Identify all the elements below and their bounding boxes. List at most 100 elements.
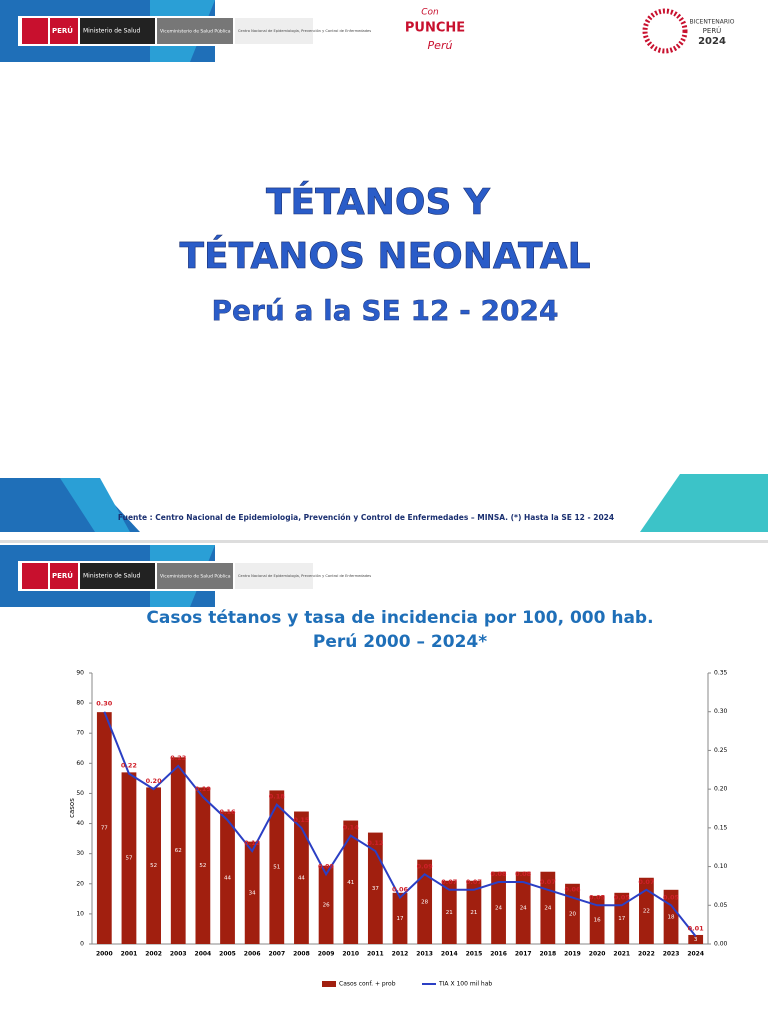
separator — [0, 540, 768, 543]
chart-subtitle: Perú 2000 – 2024* — [313, 632, 487, 652]
bar-label: 26 — [323, 902, 330, 908]
x-tick-label: 2016 — [490, 951, 507, 958]
x-tick-label: 2010 — [342, 951, 359, 958]
point-label: 0.08 — [491, 870, 508, 878]
bar-label: 20 — [569, 911, 576, 917]
y2-tick-label: 0.20 — [714, 786, 728, 793]
legend-label: Casos conf. + prob — [339, 981, 396, 988]
y-tick-label: 80 — [76, 700, 84, 707]
bar — [417, 859, 433, 944]
x-tick-label: 2011 — [367, 951, 384, 958]
point-label: 0.30 — [96, 700, 113, 708]
bar-label: 24 — [520, 905, 527, 911]
bicentenario: BICENTENARIO — [689, 19, 734, 26]
bar — [121, 772, 137, 944]
logo-box — [80, 18, 155, 44]
y-tick-label: 60 — [76, 760, 84, 767]
logo-text: Ministerio de Salud — [83, 28, 141, 35]
bar — [343, 820, 359, 944]
logo-text: Centro Nacional de Epidemiología, Preven… — [238, 574, 371, 578]
line — [103, 711, 697, 937]
bar — [540, 871, 556, 944]
bar — [515, 871, 531, 944]
bar — [318, 865, 334, 944]
bicentenario: PERÚ — [703, 26, 722, 35]
point-label: 0.15 — [293, 816, 310, 824]
x-tick-label: 2022 — [638, 951, 655, 958]
point-label: 0.05 — [663, 893, 680, 901]
x-tick-label: 2024 — [687, 951, 704, 958]
y2-tick-label: 0.15 — [714, 824, 728, 831]
logo-peru-box — [50, 18, 78, 44]
y2-tick-label: 0.00 — [714, 941, 728, 948]
bar — [367, 832, 383, 944]
bar — [96, 712, 112, 944]
bar-label: 37 — [372, 886, 379, 892]
point-label: 0.05 — [614, 893, 631, 901]
x-tick-label: 2017 — [515, 951, 532, 958]
point-label: 0.16 — [219, 808, 236, 816]
point-label: 0.09 — [417, 862, 434, 870]
x-tick-label: 2007 — [268, 951, 285, 958]
point-label: 0.20 — [146, 777, 163, 785]
bar-label: 62 — [175, 848, 182, 854]
y2-tick-label: 0.10 — [714, 863, 728, 870]
x-tick-label: 2002 — [145, 951, 162, 958]
point-label: 0.07 — [638, 878, 654, 886]
x-tick-label: 2004 — [195, 951, 212, 958]
point-label: 0.14 — [343, 824, 360, 832]
point-label: 0.23 — [170, 754, 186, 762]
bar-label: 44 — [224, 875, 231, 881]
y-tick-label: 0 — [80, 941, 84, 948]
x-tick-label: 2015 — [466, 951, 483, 958]
bar-label: 21 — [470, 910, 477, 916]
legend-label: TIA X 100 mil hab — [438, 981, 492, 988]
bar-label: 24 — [495, 905, 502, 911]
logo-text: Centro Nacional de Epidemiología, Preven… — [238, 29, 371, 33]
point-label: 0.06 — [392, 886, 409, 894]
point-label: 0.08 — [515, 870, 532, 878]
bar-label: 17 — [397, 916, 404, 922]
bar — [688, 934, 704, 944]
bar-label: 16 — [594, 917, 601, 923]
y-tick-label: 10 — [76, 910, 84, 917]
point-label: 0.07 — [540, 878, 556, 886]
bar — [639, 877, 654, 944]
x-tick-label: 2008 — [293, 951, 310, 958]
logo-text: PERÚ — [52, 571, 73, 580]
point-label: 0.01 — [688, 924, 705, 932]
bar — [220, 811, 235, 944]
x-tick-label: 2021 — [613, 951, 630, 958]
x-tick-label: 2012 — [392, 951, 409, 958]
bar — [392, 892, 408, 944]
bar — [244, 841, 260, 944]
x-tick-label: 2020 — [589, 951, 606, 958]
campaign: Perú — [428, 39, 453, 52]
point-label: 0.07 — [441, 878, 457, 886]
logo-box — [235, 563, 313, 589]
logo-text: Viceministerio de Salud Pública — [160, 28, 231, 35]
bar-label: 28 — [421, 899, 428, 905]
logo-box — [235, 18, 313, 44]
point-label: 0.19 — [195, 785, 212, 793]
bar-label: 17 — [618, 916, 625, 922]
bar — [170, 757, 186, 944]
cover-subtitle: Perú a la SE 12 - 2024 — [212, 294, 559, 327]
point-label: 0.07 — [466, 878, 482, 886]
bar-label: 52 — [199, 863, 206, 869]
bar-label: 44 — [298, 875, 305, 881]
logo-text: PERÚ — [52, 26, 73, 35]
y-axis-label: casos — [68, 798, 76, 818]
bar-label: 41 — [347, 880, 354, 886]
slide-1 — [0, 0, 768, 540]
bar-label: 22 — [643, 908, 650, 914]
logo-text: Viceministerio de Salud Pública — [160, 573, 231, 580]
bar-label: 3 — [694, 937, 698, 943]
chart-title: Casos tétanos y tasa de incidencia por 1… — [146, 608, 653, 628]
logo-box — [80, 563, 155, 589]
logo-box — [157, 18, 233, 44]
bar — [441, 880, 457, 944]
x-tick-label: 2013 — [416, 951, 433, 958]
bar-label: 18 — [668, 914, 675, 920]
x-tick-label: 2019 — [564, 951, 581, 958]
